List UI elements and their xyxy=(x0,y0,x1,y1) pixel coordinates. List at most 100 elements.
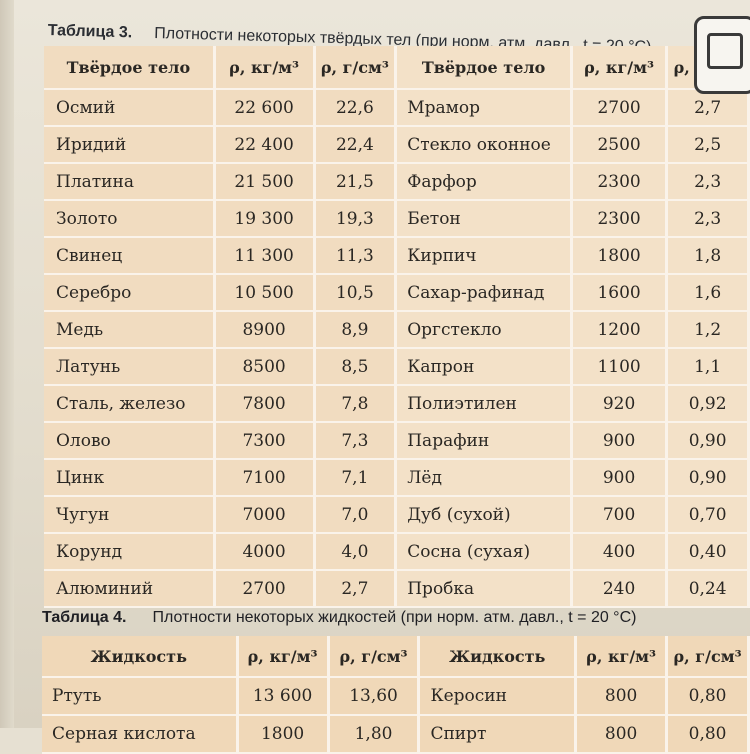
table-row: Латунь 8500 8,5 Капрон 1100 1,1 xyxy=(44,349,750,386)
page-gutter xyxy=(0,0,14,728)
table-cell: 2,7 xyxy=(668,90,750,127)
table-row: Алюминий 2700 2,7 Пробка 240 0,24 xyxy=(44,571,750,608)
table-row: Осмий 22 600 22,6 Мрамор 2700 2,7 xyxy=(44,90,750,127)
table-cell: Осмий xyxy=(44,90,216,127)
table-row: Свинец 11 300 11,3 Кирпич 1800 1,8 xyxy=(44,238,750,275)
table-row: Корунд 4000 4,0 Сосна (сухая) 400 0,40 xyxy=(44,534,750,571)
table-cell: 2500 xyxy=(572,127,669,164)
table-cell: Медь xyxy=(44,312,216,349)
table-cell: Сосна (сухая) xyxy=(397,534,573,571)
table-cell: Алюминий xyxy=(44,571,216,608)
table-cell: 21 500 xyxy=(215,164,316,201)
col-header-solid: Твёрдое тело xyxy=(44,46,216,90)
table-row: Платина 21 500 21,5 Фарфор 2300 2,3 xyxy=(44,164,750,201)
table-cell: 8,9 xyxy=(315,312,398,349)
table-cell: 0,90 xyxy=(668,423,750,460)
table-cell: 11 300 xyxy=(215,238,316,275)
table-cell: 22 400 xyxy=(215,127,316,164)
table-cell: 240 xyxy=(572,571,669,608)
table-cell: Олово xyxy=(44,423,216,460)
table-cell: 2300 xyxy=(572,164,669,201)
col-header-density-kg: ρ, кг/м³ xyxy=(238,636,330,678)
table-cell: Серная кислота xyxy=(42,716,239,754)
table-cell: Фарфор xyxy=(397,164,573,201)
table-cell: Керосин xyxy=(420,678,578,716)
table-cell: 400 xyxy=(572,534,669,571)
table-cell: 0,92 xyxy=(668,386,750,423)
table-cell: 1,2 xyxy=(668,312,750,349)
col-header-density-kg-2: ρ, кг/м³ xyxy=(572,46,669,90)
table-cell: 13 600 xyxy=(238,678,330,716)
table-cell: Бетон xyxy=(397,201,573,238)
table-cell: 1100 xyxy=(572,349,669,386)
table-cell: 0,90 xyxy=(668,460,750,497)
table-row: Чугун 7000 7,0 Дуб (сухой) 700 0,70 xyxy=(44,497,750,534)
table-cell: 800 xyxy=(577,716,669,754)
col-header-liquid: Жидкость xyxy=(42,636,239,678)
table-cell: 0,40 xyxy=(668,534,750,571)
col-header-density-g: ρ, г/см³ xyxy=(315,46,398,90)
table-cell: Сталь, железо xyxy=(44,386,216,423)
table-cell: 0,80 xyxy=(668,678,750,716)
table-cell: 7,0 xyxy=(315,497,398,534)
col-header-density-g-2: ρ, г/см³ xyxy=(668,636,750,678)
solids-density-table: Твёрдое тело ρ, кг/м³ ρ, г/см³ Твёрдое т… xyxy=(44,46,750,608)
table-cell: 7,8 xyxy=(315,386,398,423)
table-cell: 900 xyxy=(572,460,669,497)
table-cell: 22,4 xyxy=(315,127,398,164)
table-cell: 1800 xyxy=(572,238,669,275)
table-row: Иридий 22 400 22,4 Стекло оконное 2500 2,5 xyxy=(44,127,750,164)
table-row: Золото 19 300 19,3 Бетон 2300 2,3 xyxy=(44,201,750,238)
table-cell: 19,3 xyxy=(315,201,398,238)
table-cell: Спирт xyxy=(420,716,578,754)
table-cell: Стекло оконное xyxy=(397,127,573,164)
col-header-liquid-2: Жидкость xyxy=(420,636,578,678)
table-cell: 7,1 xyxy=(315,460,398,497)
table-cell: Оргстекло xyxy=(397,312,573,349)
table-cell: 2700 xyxy=(572,90,669,127)
pot-icon xyxy=(694,16,750,94)
table-cell: Иридий xyxy=(44,127,216,164)
table3-label: Таблица 3. xyxy=(47,22,133,42)
table-row: Серебро 10 500 10,5 Сахар-рафинад 1600 1,6 xyxy=(44,275,750,312)
col-header-density-kg-2: ρ, кг/м³ xyxy=(577,636,669,678)
table-cell: 1800 xyxy=(238,716,330,754)
table-cell: 10 500 xyxy=(215,275,316,312)
table-cell: 8500 xyxy=(215,349,316,386)
liquids-density-table: Жидкость ρ, кг/м³ ρ, г/см³ Жидкость ρ, к… xyxy=(42,636,750,754)
table-cell: Серебро xyxy=(44,275,216,312)
table-cell: Пробка xyxy=(397,571,573,608)
table-cell: Лёд xyxy=(397,460,573,497)
table-cell: 2,7 xyxy=(315,571,398,608)
col-header-density-kg: ρ, кг/м³ xyxy=(215,46,316,90)
table-cell: 1,80 xyxy=(329,716,421,754)
table-cell: 7300 xyxy=(215,423,316,460)
table-cell: Парафин xyxy=(397,423,573,460)
table-cell: 900 xyxy=(572,423,669,460)
table-cell: 7,3 xyxy=(315,423,398,460)
table-cell: 4000 xyxy=(215,534,316,571)
table-cell: 8,5 xyxy=(315,349,398,386)
table4-label: Таблица 4. xyxy=(42,609,127,626)
table-cell: Дуб (сухой) xyxy=(397,497,573,534)
table-cell: 21,5 xyxy=(315,164,398,201)
table-cell: 920 xyxy=(572,386,669,423)
table-cell: Чугун xyxy=(44,497,216,534)
table-row: Цинк 7100 7,1 Лёд 900 0,90 xyxy=(44,460,750,497)
table-cell: Ртуть xyxy=(42,678,239,716)
table-cell: 1600 xyxy=(572,275,669,312)
table-cell: 2,5 xyxy=(668,127,750,164)
table-cell: 13,60 xyxy=(329,678,421,716)
table-cell: Латунь xyxy=(44,349,216,386)
table-cell: 1,8 xyxy=(668,238,750,275)
table-cell: 2700 xyxy=(215,571,316,608)
table-cell: 11,3 xyxy=(315,238,398,275)
table-cell: 22 600 xyxy=(215,90,316,127)
table-row: Серная кислота 1800 1,80 Спирт 800 0,80 xyxy=(42,716,750,754)
table-cell: 800 xyxy=(577,678,669,716)
table-cell: Свинец xyxy=(44,238,216,275)
col-header-solid-2: Твёрдое тело xyxy=(397,46,573,90)
table-cell: Сахар-рафинад xyxy=(397,275,573,312)
table-cell: 7000 xyxy=(215,497,316,534)
